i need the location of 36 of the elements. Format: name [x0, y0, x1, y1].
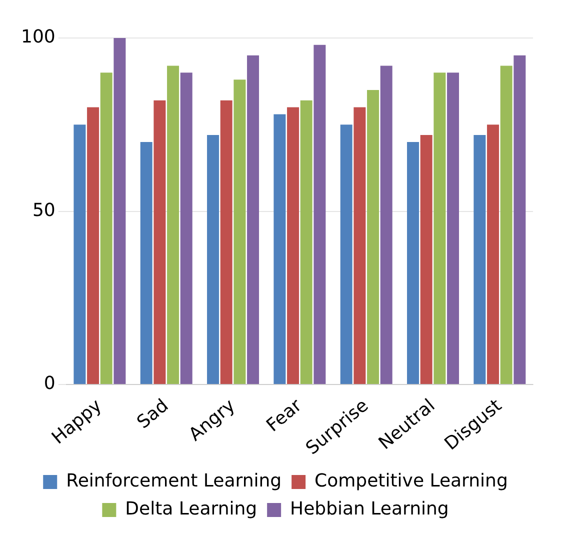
- bar: [300, 100, 312, 384]
- bar: [207, 135, 220, 384]
- legend-label: Delta Learning: [125, 498, 258, 520]
- bar: [487, 124, 499, 384]
- bar: [180, 72, 192, 384]
- bar: [114, 38, 126, 384]
- legend-label: Reinforcement Learning: [66, 470, 282, 492]
- y-tick-label: 100: [20, 26, 56, 48]
- bar: [154, 100, 166, 384]
- bar: [234, 80, 246, 384]
- bar: [434, 72, 446, 384]
- bar: [100, 72, 112, 384]
- bar: [380, 66, 392, 384]
- bar: [474, 135, 486, 384]
- bar: [354, 107, 366, 384]
- bar: [407, 142, 420, 384]
- bar: [247, 55, 260, 384]
- y-tick-label: 0: [44, 373, 56, 394]
- bar: [87, 107, 100, 384]
- bar: [420, 135, 432, 384]
- bar: [140, 142, 152, 384]
- bar: [167, 66, 180, 384]
- bar: [274, 114, 286, 384]
- legend-label: Competitive Learning: [314, 470, 508, 492]
- legend-label: Hebbian Learning: [290, 498, 449, 520]
- bar: [500, 66, 512, 384]
- bar: [340, 124, 352, 384]
- bar: [220, 100, 232, 384]
- bar: [287, 107, 300, 384]
- x-tick-label: Sad: [133, 395, 173, 434]
- bar: [74, 124, 86, 384]
- bar: [447, 72, 460, 384]
- bar: [314, 44, 326, 384]
- bar: [514, 55, 526, 384]
- bar: [367, 90, 380, 384]
- y-tick-label: 50: [32, 200, 56, 221]
